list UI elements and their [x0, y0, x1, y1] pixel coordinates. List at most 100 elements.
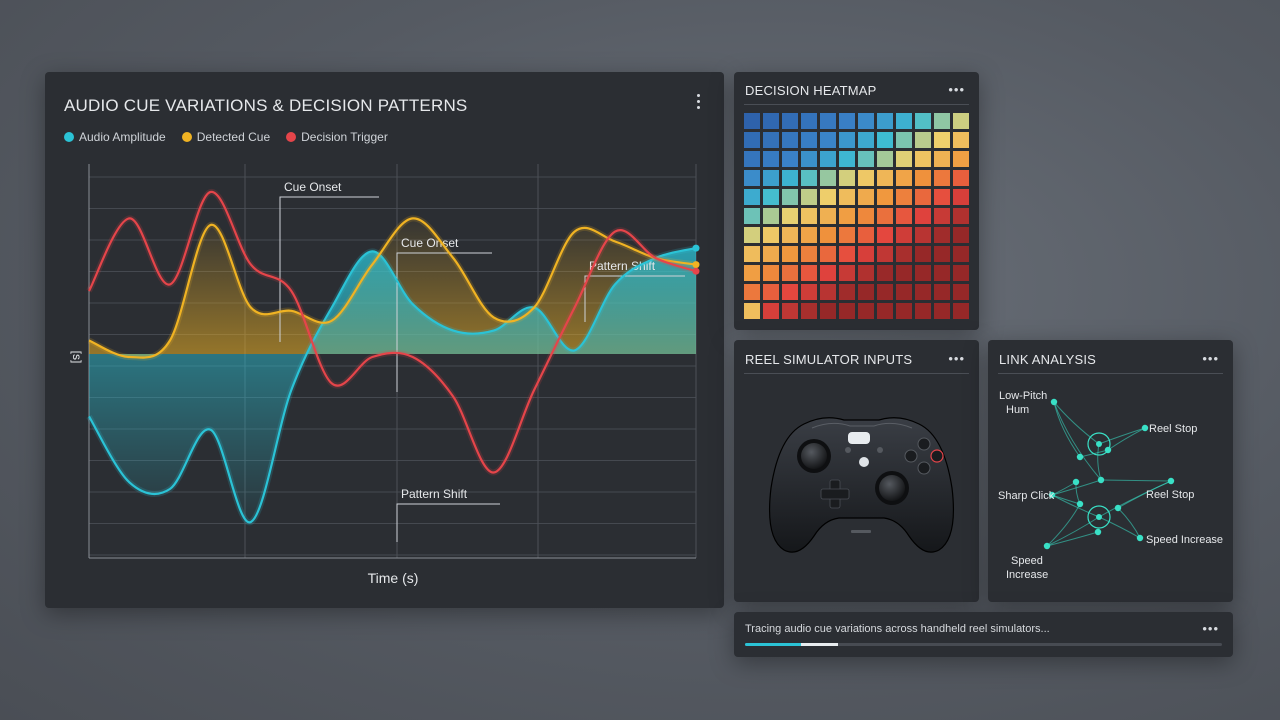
- heatmap-cell: [744, 170, 760, 186]
- annotation-label: Cue Onset: [284, 180, 342, 194]
- heatmap-cell: [858, 227, 874, 243]
- heatmap-cell: [915, 265, 931, 281]
- graph-node: [1043, 542, 1051, 550]
- audio-cue-chart-panel: Cue Onset Cue Onset Pattern Shift Pattern S…: [45, 72, 724, 608]
- series-end-point: [692, 244, 700, 252]
- decision-heatmap-panel: DECISION HEATMAP •••: [734, 72, 979, 330]
- heatmap-cell: [839, 113, 855, 129]
- annotation-line: [396, 252, 492, 392]
- graph-node: [1104, 446, 1112, 454]
- link-edge: [1053, 401, 1102, 481]
- heatmap-cell: [934, 189, 950, 205]
- y-axis-label: [s]: [70, 351, 84, 364]
- heatmap-cell: [915, 189, 931, 205]
- status-message: Tracing audio cue variations across hand…: [745, 623, 1050, 635]
- heatmap-cell: [744, 265, 760, 281]
- horizontal-dots-icon[interactable]: •••: [948, 351, 965, 366]
- heatmap-cell: [744, 303, 760, 319]
- reel-simulator-panel: REEL SIMULATOR INPUTS •••: [734, 340, 979, 602]
- divider: [744, 104, 969, 105]
- heatmap-cell: [744, 189, 760, 205]
- heatmap-cell: [934, 113, 950, 129]
- heatmap-cell: [801, 284, 817, 300]
- link-edge: [1098, 427, 1146, 445]
- hub-node: [1096, 441, 1102, 447]
- heatmap-cell: [763, 132, 779, 148]
- heatmap-cell: [839, 265, 855, 281]
- graph-node: [1094, 528, 1102, 536]
- heatmap-cell: [763, 189, 779, 205]
- legend-dot-icon: [181, 132, 192, 142]
- heatmap-cell: [934, 132, 950, 148]
- heatmap-cell: [858, 189, 874, 205]
- hub-ring: [1087, 505, 1111, 529]
- legend-label: Audio Amplitude: [79, 130, 166, 144]
- node-label: Sharp Click: [998, 490, 1055, 502]
- heatmap-cell: [896, 132, 912, 148]
- heatmap-cell: [763, 303, 779, 319]
- heatmap-cell: [820, 113, 836, 129]
- heatmap-cell: [915, 284, 931, 300]
- heatmap-cell: [896, 151, 912, 167]
- horizontal-dots-icon[interactable]: •••: [1202, 351, 1219, 366]
- graph-node: [1050, 398, 1058, 406]
- heatmap-cell: [934, 227, 950, 243]
- graph-node: [1136, 534, 1144, 542]
- link-analysis-panel: Low-Pitch Hum Reel Stop Sharp Click Reel Sto…: [988, 340, 1233, 602]
- heatmap-cell: [782, 303, 798, 319]
- heatmap-cell: [953, 208, 969, 224]
- heatmap-cell: [877, 170, 893, 186]
- heatmap-cell: [763, 151, 779, 167]
- heatmap-cell: [801, 246, 817, 262]
- heatmap-cell: [877, 227, 893, 243]
- legend-item-detected-cue[interactable]: Detected Cue: [181, 130, 270, 144]
- legend-item-amplitude[interactable]: Audio Amplitude: [64, 130, 166, 144]
- legend-dot-icon: [286, 132, 297, 142]
- heatmap-cell: [801, 151, 817, 167]
- heatmap-cell: [915, 132, 931, 148]
- heatmap-cell: [934, 170, 950, 186]
- heatmap-cell: [744, 246, 760, 262]
- heatmap-cell: [820, 227, 836, 243]
- link-edge: [1051, 479, 1102, 496]
- graph-node: [1076, 453, 1084, 461]
- horizontal-dots-icon[interactable]: •••: [1202, 621, 1219, 636]
- divider: [744, 373, 969, 374]
- heatmap-cell: [801, 189, 817, 205]
- heatmap-cell: [858, 113, 874, 129]
- gamepad-controller-icon: [768, 417, 955, 553]
- divider: [998, 373, 1223, 374]
- heatmap-cell: [820, 208, 836, 224]
- progress-bar: [745, 643, 1222, 646]
- heatmap-cell: [782, 246, 798, 262]
- heatmap-cell: [839, 151, 855, 167]
- heatmap-cell: [896, 113, 912, 129]
- heatmap-cell: [934, 151, 950, 167]
- link-edge: [1107, 427, 1146, 451]
- horizontal-dots-icon[interactable]: •••: [948, 82, 965, 97]
- heatmap-cell: [839, 189, 855, 205]
- legend-item-decision-trigger[interactable]: Decision Trigger: [286, 130, 388, 144]
- heatmap-cell: [839, 170, 855, 186]
- heatmap-cell: [915, 170, 931, 186]
- heatmap-cell: [953, 227, 969, 243]
- heatmap-cell: [858, 151, 874, 167]
- heatmap-cell: [820, 189, 836, 205]
- heatmap-cell: [896, 189, 912, 205]
- heatmap-cell: [801, 113, 817, 129]
- line-chart: Cue Onset Cue Onset Pattern Shift Pattern S…: [70, 164, 700, 586]
- vertical-dots-icon[interactable]: [694, 94, 702, 112]
- node-label: Low-Pitch: [999, 390, 1047, 402]
- heatmap-cell: [858, 265, 874, 281]
- heatmap-cell: [953, 132, 969, 148]
- link-graph: Low-Pitch Hum Reel Stop Sharp Click Reel Sto…: [998, 390, 1223, 581]
- link-edge: [1053, 401, 1081, 458]
- heatmap-cell: [782, 170, 798, 186]
- series-line: [88, 190, 697, 474]
- node-label: Increase: [1006, 569, 1048, 581]
- heatmap-cell: [934, 284, 950, 300]
- heatmap-cell: [782, 132, 798, 148]
- heatmap-cell: [801, 170, 817, 186]
- heatmap-cell: [877, 189, 893, 205]
- heatmap-cell: [953, 246, 969, 262]
